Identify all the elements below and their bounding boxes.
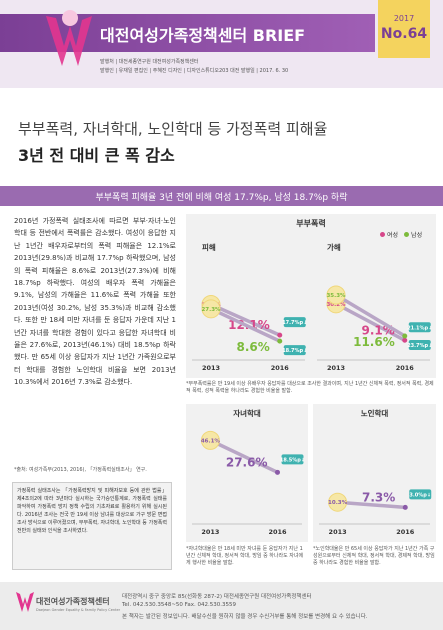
change-box (409, 489, 432, 500)
issue-tag (378, 0, 430, 58)
data-label: 7.3% (362, 490, 395, 504)
data-point (201, 299, 221, 319)
data-point (275, 469, 280, 475)
change-label: 3.0%p↓ (409, 492, 431, 498)
change-box (281, 454, 304, 465)
footer-contact: Tel. 042.530.3548~50 Fax. 042.530.3559 (122, 602, 236, 608)
chart-note: *노인학대율은 만 65세 이상 응답자가 지난 1년간 가족 구성원으로부터 … (313, 546, 435, 566)
source: *출처: 여성가족부(2013, 2016), 「가정폭력실태조사」 연구. (14, 467, 147, 473)
legend-label: 남성 (411, 232, 423, 239)
issue-number: No.64 (380, 26, 428, 42)
change-label: 23.7%p↓ (407, 343, 432, 349)
x-tick-label: 2013 (201, 528, 219, 536)
x-tick-label: 2016 (396, 364, 415, 372)
x-tick-label: 2013 (202, 364, 220, 372)
data-label: 27.6% (226, 455, 268, 469)
footer-logo: 대전여성가족정책센터 (36, 597, 110, 606)
x-tick-label: 2016 (271, 364, 290, 372)
legend-label: 여성 (387, 232, 399, 239)
change-box (408, 322, 431, 333)
change-label: 21.1%p↓ (407, 325, 432, 331)
panel-title: 피해 (202, 242, 216, 252)
headline: 3년 전 대비 큰 폭 감소 (18, 146, 175, 165)
panel-title: 가해 (327, 242, 341, 252)
footer-logo-mark (16, 592, 34, 612)
logo (46, 10, 92, 66)
chart-panel (186, 214, 436, 378)
panel-title: 노인학대 (361, 408, 389, 418)
data-point (326, 285, 346, 305)
chart-panel (186, 404, 308, 542)
data-point (402, 333, 408, 339)
data-label: 27.3% (201, 307, 221, 313)
chart-group-title: 부부폭력 (296, 219, 326, 228)
data-label: 35.3% (326, 293, 346, 299)
data-label: 10.3% (328, 500, 348, 506)
data-label: 46.1% (201, 438, 221, 444)
footer-notice: 본 책자는 발간된 정보입니다. 배달수신을 원하지 않을 경우 수신거부를 통… (122, 614, 368, 620)
legend-swatch (404, 232, 410, 237)
change-label: 18.7%p↓ (282, 348, 307, 354)
line (209, 302, 282, 337)
data-point (277, 338, 283, 344)
data-point (200, 430, 220, 450)
change-box (408, 339, 431, 350)
data-point (402, 337, 408, 343)
issue-year: 2017 (393, 14, 415, 23)
chart: 피해2013201629.8%12.1%17.7%p↓27.3%8.6%18.7… (192, 242, 307, 372)
data-point (328, 492, 348, 512)
chart-panel (313, 404, 436, 542)
panel-title: 자녀학대 (233, 408, 261, 418)
line (209, 307, 282, 343)
meta-line: 발행처 | 대전세종연구원 대전여성가족정책센터 (100, 59, 199, 65)
legend: 여성 남성 (380, 230, 422, 239)
banner-text: 부부폭력 피해율 3년 전에 비해 여성 17.7%p, 남성 18.7%p 하… (95, 193, 348, 203)
banner (0, 186, 443, 206)
chart-note: *부부폭력률은 만 19세 이상 유배우자 응답자를 대상으로 조사한 결과이며… (186, 381, 434, 394)
chart: 노인학대 2013 2016 10.3% 7.3% 3.0%p↓ (319, 408, 432, 536)
x-tick-label: 2013 (327, 364, 345, 372)
legend-item: 여성 (380, 230, 398, 239)
x-tick-label: 2013 (329, 528, 347, 536)
data-label: 30.2% (326, 302, 346, 308)
footer-logo-en: Daejeon Gender Equality & Family Policy … (36, 608, 121, 612)
x-tick-label: 2016 (268, 528, 287, 536)
line (335, 500, 407, 510)
info-box: 가정폭력 실태조사는 「가정폭력방지 및 피해자보호 등에 관한 법률」 제4조… (12, 482, 172, 570)
change-box (283, 317, 306, 328)
line (334, 293, 407, 338)
change-box (283, 345, 306, 356)
data-label: 11.6% (353, 335, 395, 349)
legend-item: 남성 (404, 230, 422, 239)
change-label: 17.7%p↓ (282, 320, 307, 326)
line (208, 438, 280, 475)
x-tick-label: 2016 (396, 528, 415, 536)
footer-address: 대전광역시 중구 중앙로 85(선화동 287-2) 대전세종연구원 대전여성가… (122, 594, 312, 600)
headline: 부부폭력, 자녀학대, 노인학대 등 가정폭력 피해율 (18, 120, 328, 138)
legend-swatch (380, 232, 385, 237)
data-label: 8.6% (236, 340, 269, 354)
line (334, 302, 407, 343)
meta-line: 발행인 | 유재일 편집인 | 주혜진 디자인 | 디자인스튜디오203 대전 … (100, 68, 289, 74)
header-title: 대전여성가족정책센터 BRIEF (100, 26, 306, 45)
footer (0, 582, 443, 630)
body-text: 2016년 가정폭력 실태조사에 따르면 부부·자녀·노인 학대 등 전반에서 … (14, 217, 176, 387)
chart: 자녀학대 2013 2016 46.1% 27.6% 18.5%p↓ (192, 408, 305, 536)
chart-note: *자녀학대율은 만 18세 미만 자녀를 둔 응답자가 지난 1년간 신체적 학… (186, 546, 304, 566)
data-point (402, 504, 408, 510)
data-point (277, 332, 283, 338)
change-label: 18.5%p↓ (280, 457, 305, 463)
